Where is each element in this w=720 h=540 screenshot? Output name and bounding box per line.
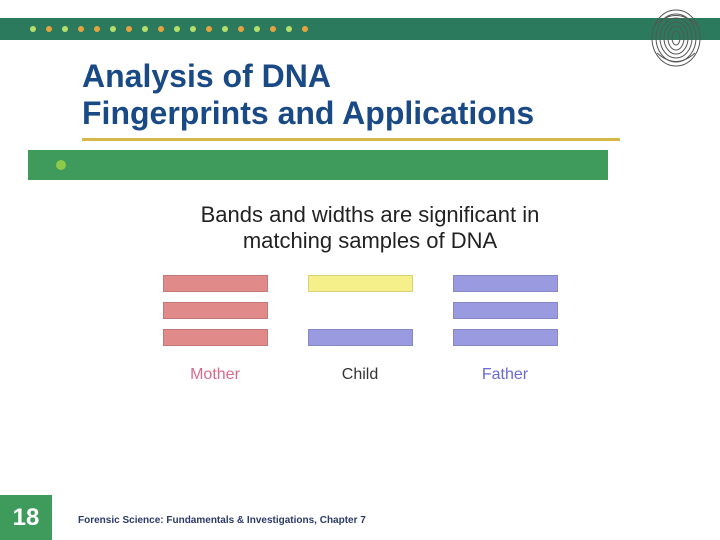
fingerprint-icon (649, 8, 704, 68)
header-dots (30, 26, 308, 32)
dna-band (163, 275, 268, 292)
page-title: Analysis of DNA Fingerprints and Applica… (82, 58, 534, 132)
diagram-column: Mother (160, 275, 270, 384)
header-dot (62, 26, 68, 32)
dna-band (453, 275, 558, 292)
header-dot (254, 26, 260, 32)
header-dot (158, 26, 164, 32)
dna-band (453, 329, 558, 346)
footer-text: Forensic Science: Fundamentals & Investi… (78, 515, 366, 526)
column-label: Mother (190, 366, 240, 384)
header-dot (30, 26, 36, 32)
column-label: Child (342, 366, 378, 384)
column-label: Father (482, 366, 528, 384)
dna-band (308, 329, 413, 346)
subtitle-text: Bands and widths are significant in matc… (180, 202, 560, 255)
accent-block (28, 150, 608, 180)
header-dot (46, 26, 52, 32)
title-line-1: Analysis of DNA (82, 58, 331, 94)
header-dot (222, 26, 228, 32)
header-dot (286, 26, 292, 32)
header-dot (110, 26, 116, 32)
dna-band-diagram: Mother Child Father (160, 275, 560, 384)
title-underline (82, 138, 620, 141)
page-number: 18 (13, 504, 40, 532)
diagram-column: Child (305, 275, 415, 384)
header-dot (78, 26, 84, 32)
header-dot (126, 26, 132, 32)
header-dot (174, 26, 180, 32)
dna-band (163, 302, 268, 319)
header-band (0, 18, 720, 40)
bullet-icon (56, 160, 66, 170)
diagram-column: Father (450, 275, 560, 384)
dna-band (453, 302, 558, 319)
header-dot (190, 26, 196, 32)
header-dot (142, 26, 148, 32)
header-dot (270, 26, 276, 32)
header-dot (238, 26, 244, 32)
diagram-columns: Mother Child Father (160, 275, 560, 384)
header-dot (94, 26, 100, 32)
page-number-badge: 18 (0, 495, 52, 540)
dna-band (163, 329, 268, 346)
header-dot (206, 26, 212, 32)
header-dot (302, 26, 308, 32)
title-line-2: Fingerprints and Applications (82, 95, 534, 131)
dna-band (308, 275, 413, 292)
